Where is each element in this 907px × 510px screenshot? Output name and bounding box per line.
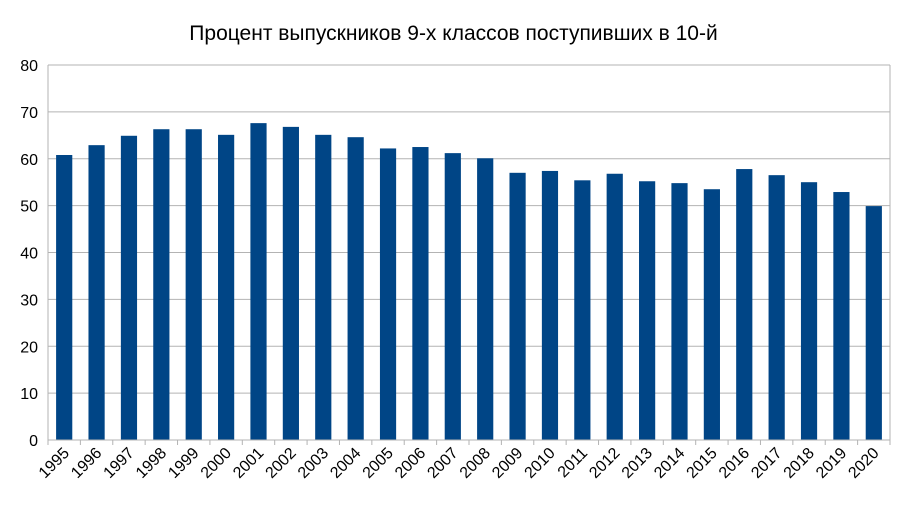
x-tick-label-2004: 2004 [327, 445, 364, 482]
bar-2001 [250, 123, 267, 441]
x-tick-label-2020: 2020 [845, 445, 882, 482]
bar-2004 [347, 137, 364, 440]
bar-2007 [444, 153, 461, 441]
y-tick-label-10: 10 [20, 386, 38, 403]
y-tick-label-0: 0 [29, 433, 38, 450]
bar-1996 [88, 145, 105, 440]
bar-2013 [639, 181, 656, 440]
bar-2011 [574, 180, 591, 440]
bar-2014 [671, 183, 688, 441]
chart-title: Процент выпускников 9-х классов поступив… [189, 22, 718, 45]
y-tick-label-80: 80 [20, 58, 38, 75]
x-tick-label-1997: 1997 [101, 445, 138, 482]
bar-2012 [606, 173, 623, 440]
bar-1999 [185, 129, 202, 440]
x-tick-label-2007: 2007 [424, 445, 461, 482]
bar-2017 [768, 175, 785, 440]
x-tick-label-2003: 2003 [295, 445, 332, 482]
bar-1998 [153, 129, 170, 440]
x-tick-label-2006: 2006 [392, 445, 429, 482]
x-tick-label-2013: 2013 [619, 445, 656, 482]
bar-2020 [865, 206, 882, 440]
x-tick-label-1995: 1995 [36, 445, 73, 482]
x-tick-label-1998: 1998 [133, 445, 170, 482]
x-tick-label-2002: 2002 [263, 445, 300, 482]
bar-2000 [218, 134, 235, 440]
bar-2016 [736, 169, 753, 440]
x-tick-label-2016: 2016 [716, 445, 753, 482]
bar-2006 [412, 147, 429, 440]
x-tick-label-2019: 2019 [813, 445, 850, 482]
x-tick-label-2014: 2014 [651, 445, 688, 482]
y-tick-label-40: 40 [20, 246, 38, 263]
x-tick-label-1996: 1996 [68, 445, 105, 482]
x-tick-label-1999: 1999 [165, 445, 202, 482]
x-tick-label-2010: 2010 [522, 445, 559, 482]
x-tick-label-2012: 2012 [586, 445, 623, 482]
bar-2008 [477, 158, 494, 440]
bar-2015 [703, 189, 720, 440]
bar-1995 [56, 155, 73, 440]
x-tick-label-2005: 2005 [360, 445, 397, 482]
x-tick-label-2001: 2001 [230, 445, 267, 482]
y-tick-label-70: 70 [20, 105, 38, 122]
x-tick-label-2015: 2015 [684, 445, 721, 482]
bar-2018 [800, 182, 818, 440]
y-tick-label-20: 20 [20, 339, 38, 356]
x-tick-label-2011: 2011 [555, 445, 591, 481]
y-tick-label-60: 60 [20, 152, 38, 169]
x-tick-label-2000: 2000 [198, 445, 235, 482]
x-tick-label-2018: 2018 [781, 445, 818, 482]
bar-2009 [509, 172, 526, 440]
bar-2010 [541, 170, 559, 440]
x-tick-label-2008: 2008 [457, 445, 494, 482]
x-tick-label-2009: 2009 [489, 445, 526, 482]
y-tick-label-50: 50 [20, 199, 38, 216]
bar-2019 [833, 192, 850, 440]
bar-2002 [282, 126, 299, 441]
x-tick-label-2017: 2017 [748, 445, 785, 482]
bar-2003 [315, 134, 332, 440]
y-tick-label-30: 30 [20, 292, 38, 309]
bar-1997 [120, 135, 138, 440]
bar-2005 [379, 148, 397, 440]
